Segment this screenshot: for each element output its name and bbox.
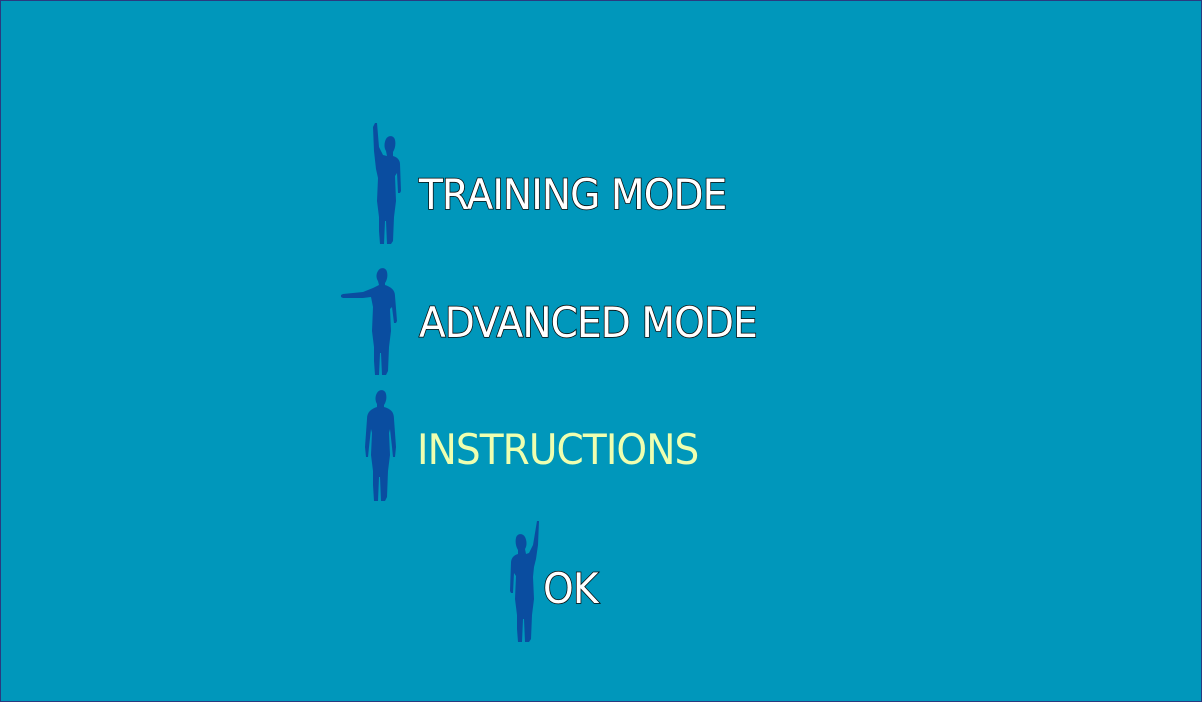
menu-label-training-mode: TRAINING MODE [418, 170, 728, 219]
menu-item-training-mode[interactable]: TRAINING MODE [331, 111, 791, 251]
menu-item-instructions[interactable]: INSTRUCTIONS [331, 385, 751, 509]
person-arm-raised-icon [505, 519, 541, 643]
menu-label-advanced-mode: ADVANCED MODE [418, 298, 758, 347]
ok-button[interactable]: OK [491, 513, 621, 649]
menu-label-instructions: INSTRUCTIONS [417, 425, 699, 474]
person-standing-icon [364, 389, 398, 503]
menu-item-advanced-mode[interactable]: ADVANCED MODE [331, 259, 821, 383]
ok-button-label: OK [542, 564, 599, 613]
person-arm-raised-icon [367, 121, 401, 245]
person-arm-extended-icon [341, 265, 403, 377]
